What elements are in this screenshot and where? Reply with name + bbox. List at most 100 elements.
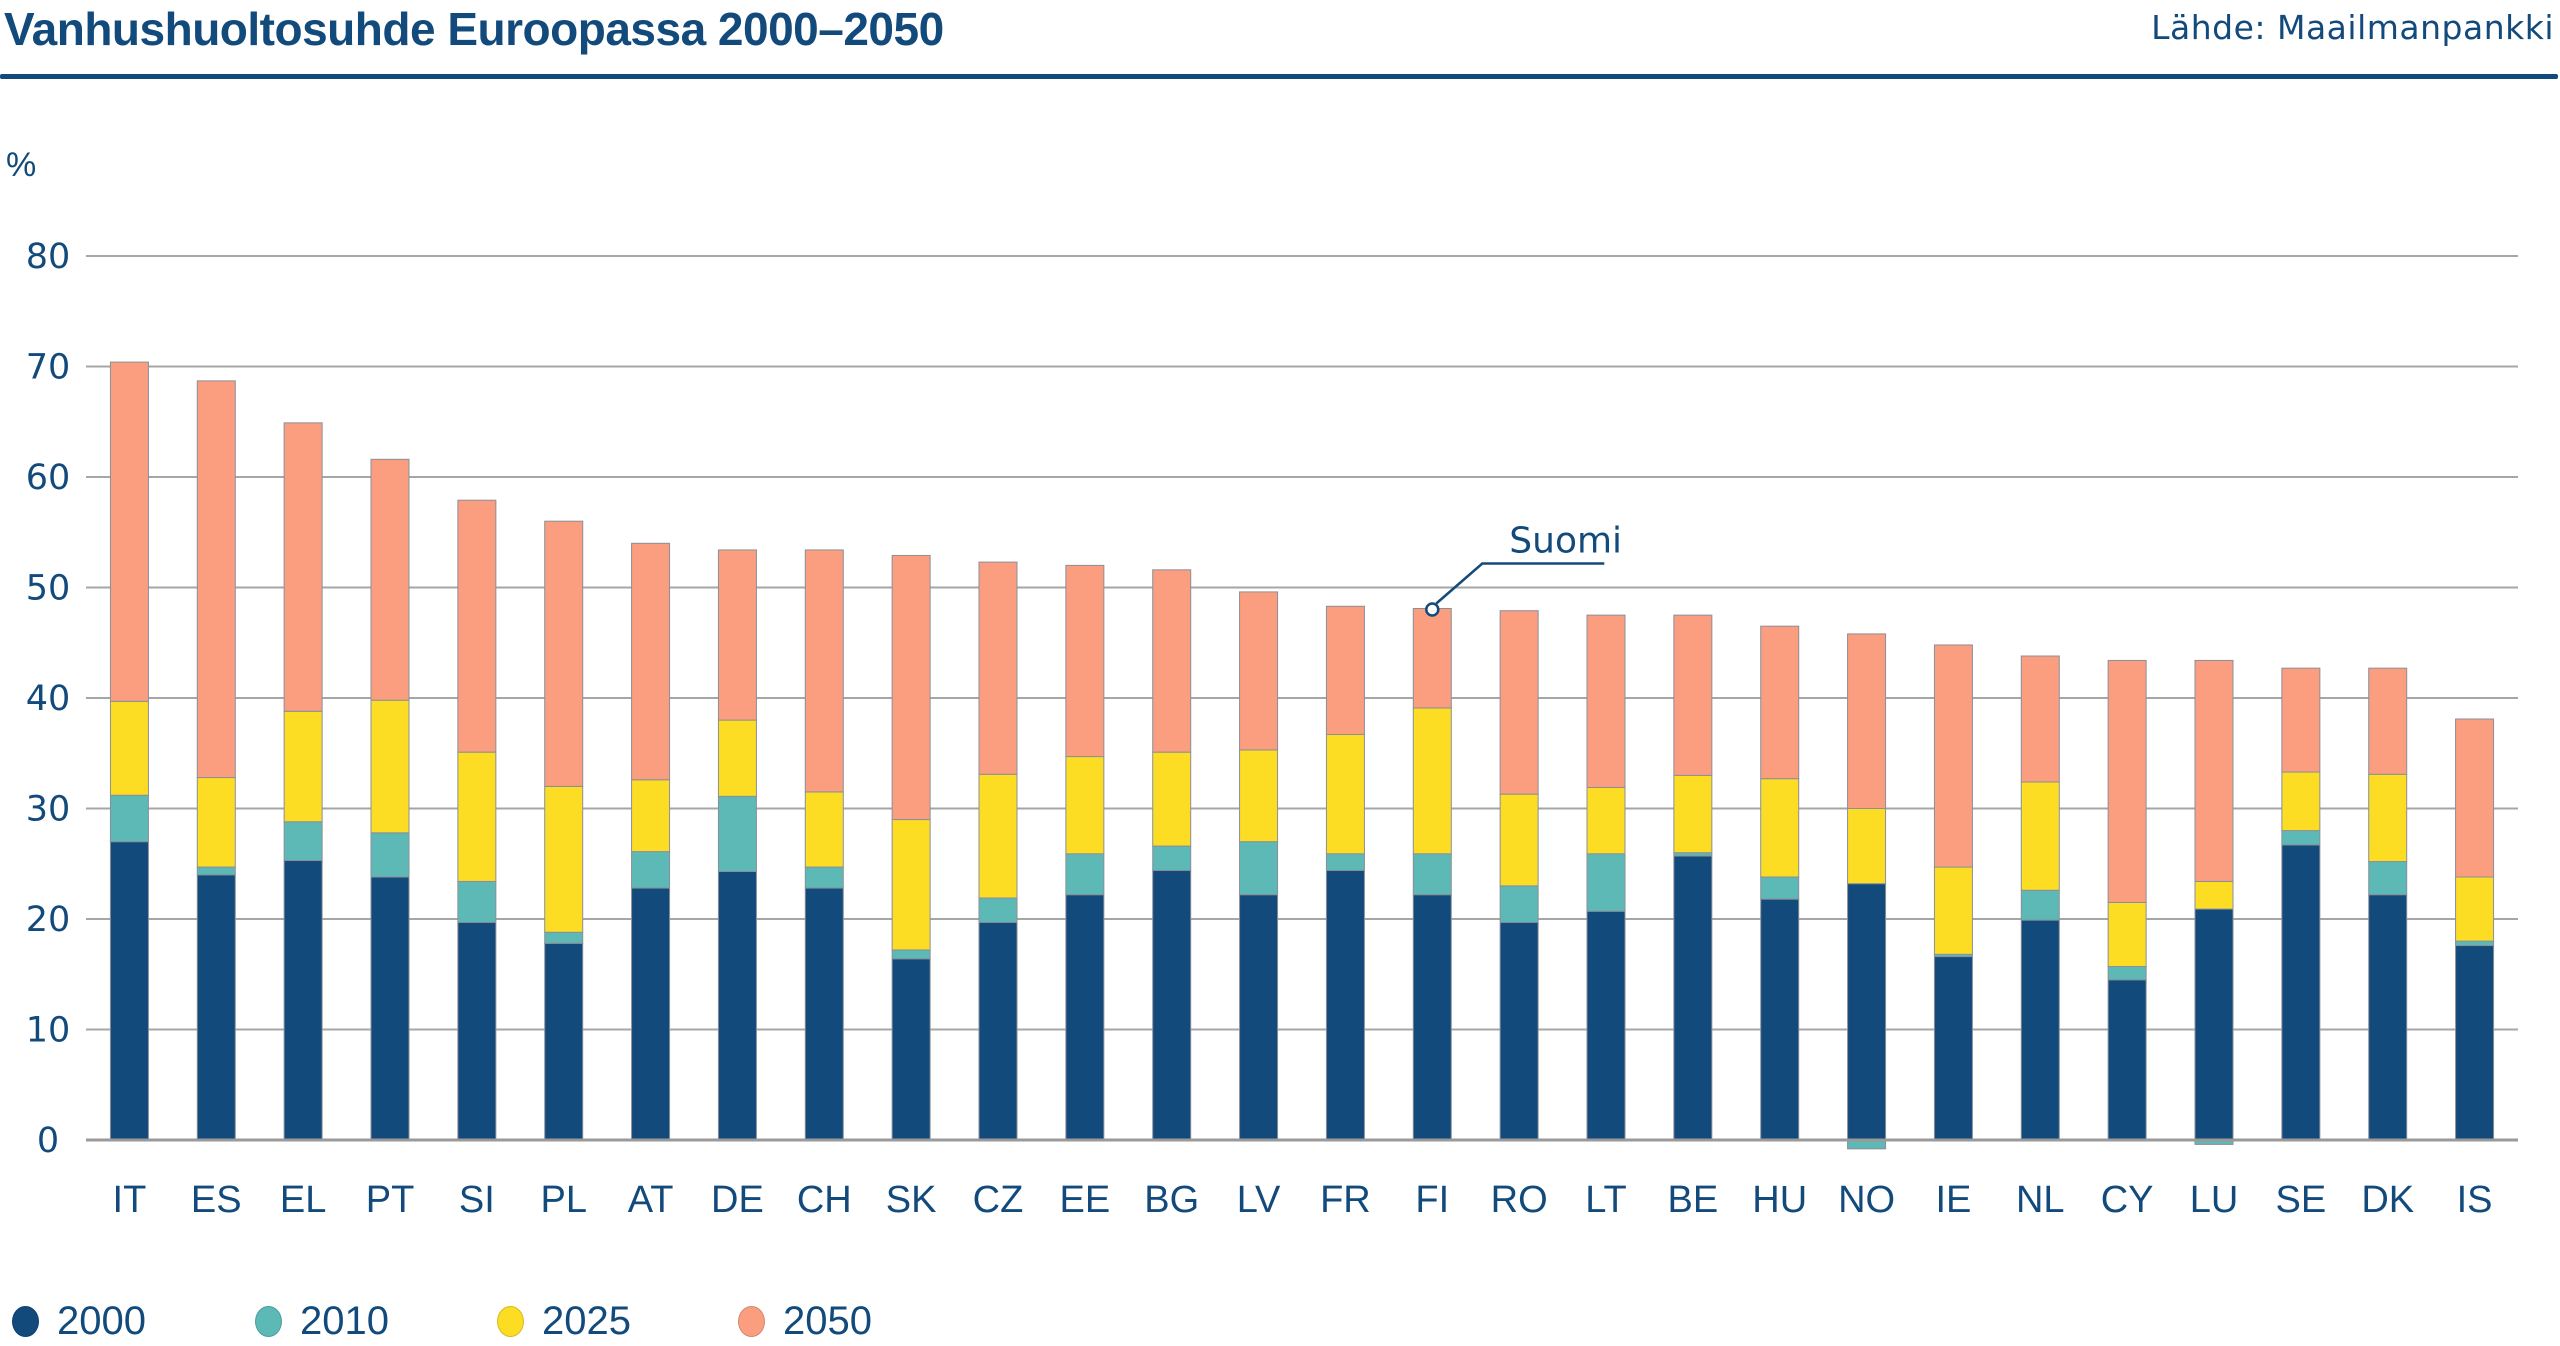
bar-segment-cz-2050 [978, 561, 1018, 775]
annotation-marker [1425, 602, 1440, 617]
y-tick-label: 70 [26, 348, 71, 388]
y-tick-label: 60 [26, 458, 71, 498]
x-tick-label: BG [1144, 1179, 1199, 1221]
bar-segment-cz-2000 [978, 921, 1018, 1141]
bar-group-lt [1586, 614, 1626, 1141]
bar-segment-ee-2000 [1065, 894, 1105, 1141]
bar-segment-bg-2000 [1152, 869, 1192, 1141]
bar-segment-nl-2010 [2020, 889, 2060, 921]
bar-segment-pl-2025 [544, 785, 584, 933]
bar-segment-pt-2025 [370, 699, 410, 834]
bar-segment-fr-2010 [1325, 853, 1365, 871]
bar-segment-ch-2025 [804, 791, 844, 868]
x-tick-label: IS [2457, 1179, 2493, 1221]
bar-segment-at-2025 [631, 779, 671, 853]
bar-group-bg [1152, 569, 1192, 1141]
x-tick-label: CH [797, 1179, 852, 1221]
annotation-leader-line [1435, 562, 1605, 605]
y-tick-label: 50 [26, 569, 71, 609]
x-tick-label: NO [1838, 1179, 1895, 1221]
x-tick-label: SK [886, 1179, 937, 1221]
bar-segment-si-2010 [457, 880, 497, 923]
bar-group-be [1673, 614, 1713, 1141]
bar-segment-pl-2010 [544, 931, 584, 944]
bar-group-it [109, 361, 149, 1141]
bar-group-at [631, 542, 671, 1141]
bar-segment-is-2010 [2455, 940, 2495, 947]
bar-segment-it-2010 [109, 794, 149, 843]
x-tick-label: FR [1320, 1179, 1371, 1221]
x-tick-label: CZ [973, 1179, 1024, 1221]
bar-group-fr [1325, 605, 1365, 1141]
x-tick-label: PL [540, 1179, 586, 1221]
bar-segment-no-2000 [1847, 883, 1887, 1141]
bar-segment-fr-2025 [1325, 733, 1365, 855]
bar-segment-lu-2025 [2194, 880, 2234, 910]
bar-segment-fr-2050 [1325, 605, 1365, 735]
bar-group-ro [1499, 610, 1539, 1141]
legend-item-2010: 2010 [255, 1298, 389, 1344]
bar-group-dk [2368, 667, 2408, 1141]
bar-segment-bg-2010 [1152, 845, 1192, 871]
y-tick-label: 40 [26, 679, 71, 719]
bar-group-pt [370, 458, 410, 1141]
y-axis-ticks: 0 10 20 30 40 50 60 70 80 [26, 237, 71, 1161]
y-axis-unit: % [6, 146, 36, 184]
bar-group-nl [2020, 655, 2060, 1141]
bar-segment-cy-2000 [2107, 979, 2147, 1141]
x-tick-label: EE [1060, 1179, 1111, 1221]
bar-segment-no-2050 [1847, 633, 1887, 809]
bar-segment-se-2050 [2281, 667, 2321, 773]
x-tick-label: IE [1935, 1179, 1971, 1221]
bar-group-fi [1412, 607, 1452, 1141]
bar-group-el [283, 422, 323, 1141]
bar-segment-nl-2025 [2020, 781, 2060, 891]
bar-segment-at-2010 [631, 851, 671, 889]
bar-segment-it-2000 [109, 841, 149, 1141]
y-tick-label: 10 [26, 1011, 71, 1051]
legend-swatch-2050 [738, 1305, 765, 1337]
bar-group-se [2281, 667, 2321, 1141]
bar-segment-ch-2000 [804, 887, 844, 1141]
bar-segment-si-2000 [457, 921, 497, 1141]
x-tick-label: AT [628, 1179, 674, 1221]
bar-group-ie [1933, 644, 1973, 1141]
bar-segment-dk-2000 [2368, 894, 2408, 1141]
legend-item-2050: 2050 [738, 1298, 872, 1344]
bar-segment-fr-2000 [1325, 869, 1365, 1141]
bar-segment-nl-2050 [2020, 655, 2060, 783]
bar-segment-cz-2010 [978, 897, 1018, 923]
bar-segment-hu-2025 [1760, 778, 1800, 878]
bar-segment-it-2050 [109, 361, 149, 702]
bar-segment-lt-2025 [1586, 787, 1626, 855]
bar-segment-ie-2025 [1933, 866, 1973, 955]
bar-segment-lv-2050 [1239, 591, 1279, 751]
x-tick-label: RO [1491, 1179, 1548, 1221]
bar-segment-ee-2025 [1065, 756, 1105, 855]
bar-segment-fi-2000 [1412, 894, 1452, 1141]
annotation-label: Suomi [1509, 520, 1622, 561]
bar-segment-de-2010 [717, 795, 757, 872]
y-tick-label: 80 [26, 237, 71, 277]
bar-segment-es-2025 [196, 777, 236, 868]
bar-segment-pl-2000 [544, 942, 584, 1141]
bar-segment-fi-2050 [1412, 607, 1452, 709]
legend-swatch-2025 [497, 1305, 524, 1337]
bar-segment-de-2025 [717, 719, 757, 797]
bar-segment-bg-2050 [1152, 569, 1192, 753]
bar-segment-ch-2010 [804, 866, 844, 889]
x-tick-label: PT [366, 1179, 415, 1221]
y-tick-label: 20 [26, 900, 71, 940]
bar-group-de [717, 549, 757, 1141]
bar-segment-be-2025 [1673, 774, 1713, 854]
x-tick-label: BE [1668, 1179, 1719, 1221]
bar-segment-pt-2050 [370, 458, 410, 701]
bar-segment-pt-2010 [370, 832, 410, 878]
bar-segment-de-2050 [717, 549, 757, 721]
bar-segment-hu-2010 [1760, 876, 1800, 900]
legend-item-2025: 2025 [497, 1298, 631, 1344]
x-tick-label: EL [280, 1179, 326, 1221]
annotations: Suomi [1425, 520, 1622, 617]
bar-group-si [457, 499, 497, 1141]
